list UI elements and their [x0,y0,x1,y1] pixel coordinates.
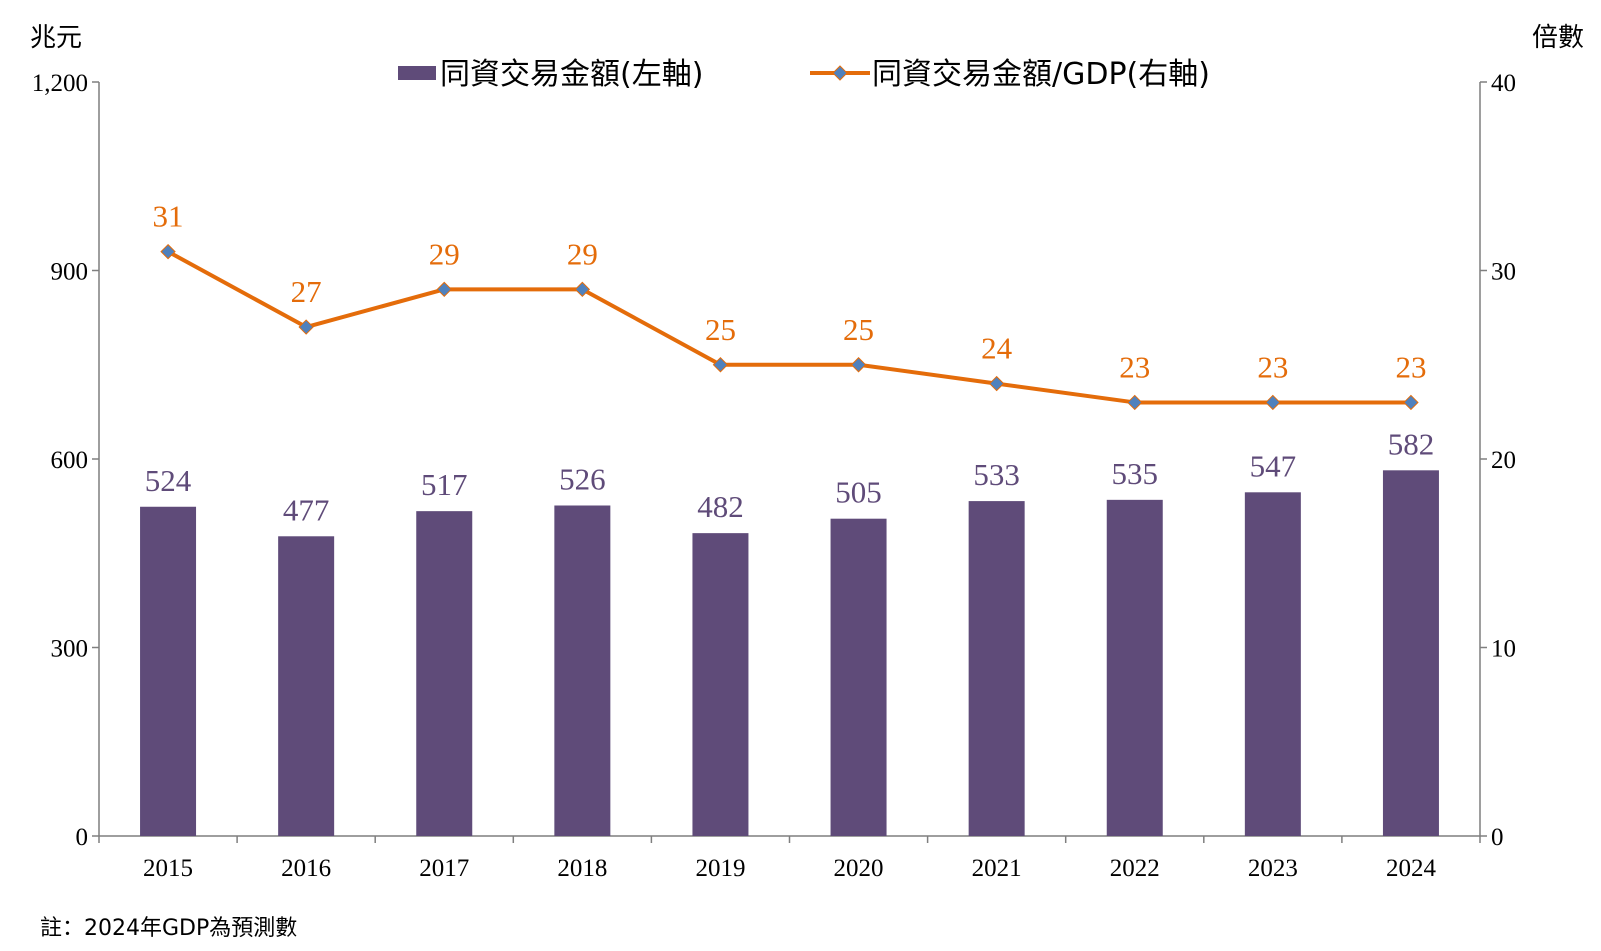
x-tick-label: 2024 [1386,855,1437,882]
left-tick-label: 1,200 [32,70,88,97]
line-value-label: 31 [153,199,184,234]
right-tick-label: 40 [1491,70,1516,97]
legend-bar-label: 同資交易金額(左軸) [440,57,703,92]
x-tick-label: 2015 [143,855,193,882]
line-marker [1265,394,1281,411]
legend-bar-swatch [398,66,436,80]
legend-line-marker [832,65,848,81]
bar-value-label: 535 [1112,456,1159,491]
bar [554,505,611,836]
bar [140,506,197,836]
x-tick-label: 2023 [1248,855,1298,882]
line-value-label: 25 [843,312,874,347]
bar-series [140,470,1439,836]
line-marker [298,319,314,335]
line-value-label: 27 [291,274,322,309]
left-tick-label: 300 [51,636,89,663]
bar-value-label: 482 [697,489,744,524]
bar-value-label: 477 [283,492,330,527]
x-tick-label: 2020 [834,855,884,882]
line-marker [436,281,452,298]
bar [416,511,473,836]
bar [830,518,887,836]
bar [1244,492,1301,836]
x-tick-label: 2017 [419,855,469,882]
line-marker [160,243,176,260]
bar [278,536,335,836]
bar-value-label: 533 [973,457,1020,492]
bar-value-label: 524 [145,463,192,498]
axes: 0 300 600 900 1,200 0 10 20 30 40 2015 2016 2017 2018… [32,70,1516,882]
line-series [160,243,1419,411]
bar-value-label: 505 [835,475,882,510]
left-tick-label: 900 [51,259,89,286]
line-marker [1403,394,1419,411]
line-value-label: 29 [567,236,598,271]
line-marker [850,357,867,373]
data-labels: 524 477 517 526 482 505 533 535 547 582 31 27 29 29 25… [145,199,1434,528]
bar-value-label: 547 [1250,448,1297,483]
right-axis-unit: 倍數 [1532,23,1584,53]
line-value-label: 23 [1257,349,1288,384]
line-value-label: 25 [705,312,736,347]
legend-line-label: 同資交易金額/GDP(右軸) [872,57,1210,92]
right-tick-label: 20 [1491,447,1516,474]
bar [1106,499,1163,836]
line-value-label: 29 [429,236,460,271]
line-marker [1127,394,1143,411]
bar [692,533,749,836]
line-marker [712,357,729,373]
left-axis-unit: 兆元 [30,23,82,53]
left-tick-label: 600 [51,447,89,474]
right-tick-label: 10 [1491,636,1516,663]
line-marker [988,375,1005,392]
x-tick-label: 2019 [695,855,745,882]
bar [1382,470,1439,836]
bar-value-label: 526 [559,461,606,496]
x-tick-label: 2021 [972,855,1022,882]
left-tick-label: 0 [76,824,89,851]
x-tick-label: 2016 [281,855,331,882]
bar-value-label: 582 [1388,426,1435,461]
bar-value-label: 517 [421,467,468,502]
x-tick-label: 2022 [1110,855,1160,882]
footnote: 註：2024年GDP為預測數 [40,916,297,941]
line-marker [574,281,591,298]
x-tick-label: 2018 [557,855,607,882]
line-value-label: 23 [1119,349,1150,384]
series-line [167,249,1411,405]
legend: 同資交易金額(左軸) 同資交易金額/GDP(右軸) [398,57,1210,92]
bar [968,501,1025,836]
right-tick-label: 0 [1491,824,1504,851]
right-tick-label: 30 [1491,259,1516,286]
line-value-label: 24 [981,331,1013,366]
line-value-label: 23 [1395,349,1426,384]
